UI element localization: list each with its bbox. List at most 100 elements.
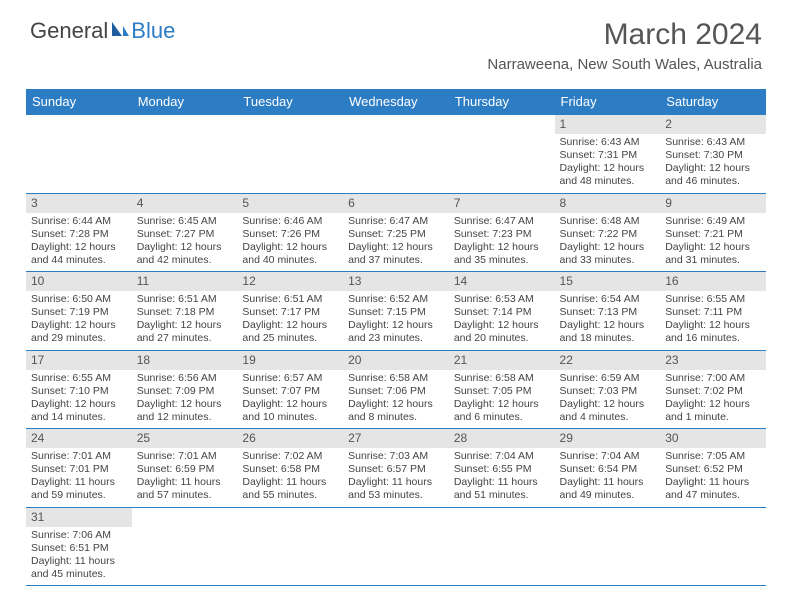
day-number: 11 (132, 272, 238, 291)
day-info: Sunrise: 7:01 AMSunset: 7:01 PMDaylight:… (26, 448, 132, 507)
day-info: Sunrise: 6:58 AMSunset: 7:06 PMDaylight:… (343, 370, 449, 429)
calendar-cell: 21Sunrise: 6:58 AMSunset: 7:05 PMDayligh… (449, 350, 555, 429)
day-info: Sunrise: 6:47 AMSunset: 7:25 PMDaylight:… (343, 213, 449, 272)
calendar-row: 3Sunrise: 6:44 AMSunset: 7:28 PMDaylight… (26, 193, 766, 272)
calendar-cell (132, 115, 238, 194)
day-number: 4 (132, 194, 238, 213)
calendar-cell (449, 507, 555, 586)
calendar-cell: 9Sunrise: 6:49 AMSunset: 7:21 PMDaylight… (660, 193, 766, 272)
day-info: Sunrise: 7:06 AMSunset: 6:51 PMDaylight:… (26, 527, 132, 586)
day-info: Sunrise: 6:59 AMSunset: 7:03 PMDaylight:… (555, 370, 661, 429)
day-info: Sunrise: 6:57 AMSunset: 7:07 PMDaylight:… (237, 370, 343, 429)
day-info: Sunrise: 6:48 AMSunset: 7:22 PMDaylight:… (555, 213, 661, 272)
day-number: 20 (343, 351, 449, 370)
day-number: 30 (660, 429, 766, 448)
weekday-header: Saturday (660, 89, 766, 115)
calendar-cell: 2Sunrise: 6:43 AMSunset: 7:30 PMDaylight… (660, 115, 766, 194)
calendar-cell (237, 115, 343, 194)
weekday-header: Tuesday (237, 89, 343, 115)
calendar-row: 1Sunrise: 6:43 AMSunset: 7:31 PMDaylight… (26, 115, 766, 194)
day-info: Sunrise: 6:43 AMSunset: 7:31 PMDaylight:… (555, 134, 661, 193)
calendar-cell (555, 507, 661, 586)
day-number: 17 (26, 351, 132, 370)
calendar-cell: 23Sunrise: 7:00 AMSunset: 7:02 PMDayligh… (660, 350, 766, 429)
day-number: 18 (132, 351, 238, 370)
calendar-cell (343, 507, 449, 586)
calendar-cell: 17Sunrise: 6:55 AMSunset: 7:10 PMDayligh… (26, 350, 132, 429)
day-info: Sunrise: 7:05 AMSunset: 6:52 PMDaylight:… (660, 448, 766, 507)
calendar-cell: 12Sunrise: 6:51 AMSunset: 7:17 PMDayligh… (237, 272, 343, 351)
calendar-cell: 22Sunrise: 6:59 AMSunset: 7:03 PMDayligh… (555, 350, 661, 429)
day-number: 16 (660, 272, 766, 291)
day-info: Sunrise: 7:00 AMSunset: 7:02 PMDaylight:… (660, 370, 766, 429)
day-info: Sunrise: 6:51 AMSunset: 7:18 PMDaylight:… (132, 291, 238, 350)
weekday-header: Friday (555, 89, 661, 115)
calendar-cell: 25Sunrise: 7:01 AMSunset: 6:59 PMDayligh… (132, 429, 238, 508)
day-info: Sunrise: 6:50 AMSunset: 7:19 PMDaylight:… (26, 291, 132, 350)
day-info: Sunrise: 7:01 AMSunset: 6:59 PMDaylight:… (132, 448, 238, 507)
calendar-cell: 6Sunrise: 6:47 AMSunset: 7:25 PMDaylight… (343, 193, 449, 272)
calendar-cell (449, 115, 555, 194)
month-title: March 2024 (487, 18, 762, 52)
day-info: Sunrise: 7:04 AMSunset: 6:55 PMDaylight:… (449, 448, 555, 507)
logo-text-2: Blue (131, 18, 175, 44)
day-info: Sunrise: 6:53 AMSunset: 7:14 PMDaylight:… (449, 291, 555, 350)
day-number: 23 (660, 351, 766, 370)
day-info: Sunrise: 6:55 AMSunset: 7:10 PMDaylight:… (26, 370, 132, 429)
calendar-cell: 13Sunrise: 6:52 AMSunset: 7:15 PMDayligh… (343, 272, 449, 351)
calendar-cell: 26Sunrise: 7:02 AMSunset: 6:58 PMDayligh… (237, 429, 343, 508)
day-info: Sunrise: 6:58 AMSunset: 7:05 PMDaylight:… (449, 370, 555, 429)
calendar-cell: 4Sunrise: 6:45 AMSunset: 7:27 PMDaylight… (132, 193, 238, 272)
calendar-cell: 31Sunrise: 7:06 AMSunset: 6:51 PMDayligh… (26, 507, 132, 586)
day-info: Sunrise: 6:43 AMSunset: 7:30 PMDaylight:… (660, 134, 766, 193)
day-number: 2 (660, 115, 766, 134)
day-number: 26 (237, 429, 343, 448)
day-number: 10 (26, 272, 132, 291)
calendar-cell: 24Sunrise: 7:01 AMSunset: 7:01 PMDayligh… (26, 429, 132, 508)
day-info: Sunrise: 6:56 AMSunset: 7:09 PMDaylight:… (132, 370, 238, 429)
logo-text-1: General (30, 18, 108, 44)
calendar-cell: 18Sunrise: 6:56 AMSunset: 7:09 PMDayligh… (132, 350, 238, 429)
calendar-body: 1Sunrise: 6:43 AMSunset: 7:31 PMDaylight… (26, 115, 766, 586)
day-info: Sunrise: 6:49 AMSunset: 7:21 PMDaylight:… (660, 213, 766, 272)
calendar-cell (132, 507, 238, 586)
day-info: Sunrise: 6:51 AMSunset: 7:17 PMDaylight:… (237, 291, 343, 350)
calendar-cell: 28Sunrise: 7:04 AMSunset: 6:55 PMDayligh… (449, 429, 555, 508)
calendar-cell (237, 507, 343, 586)
calendar-cell: 3Sunrise: 6:44 AMSunset: 7:28 PMDaylight… (26, 193, 132, 272)
calendar-cell: 16Sunrise: 6:55 AMSunset: 7:11 PMDayligh… (660, 272, 766, 351)
calendar-cell: 27Sunrise: 7:03 AMSunset: 6:57 PMDayligh… (343, 429, 449, 508)
title-block: March 2024 Narraweena, New South Wales, … (487, 18, 762, 73)
day-info: Sunrise: 6:52 AMSunset: 7:15 PMDaylight:… (343, 291, 449, 350)
calendar-cell: 14Sunrise: 6:53 AMSunset: 7:14 PMDayligh… (449, 272, 555, 351)
location: Narraweena, New South Wales, Australia (487, 56, 762, 73)
header: General Blue March 2024 Narraweena, New … (0, 0, 792, 81)
day-number: 12 (237, 272, 343, 291)
calendar-cell: 29Sunrise: 7:04 AMSunset: 6:54 PMDayligh… (555, 429, 661, 508)
day-number: 31 (26, 508, 132, 527)
day-number: 24 (26, 429, 132, 448)
day-number: 21 (449, 351, 555, 370)
day-info: Sunrise: 7:03 AMSunset: 6:57 PMDaylight:… (343, 448, 449, 507)
day-number: 25 (132, 429, 238, 448)
weekday-header: Sunday (26, 89, 132, 115)
day-number: 29 (555, 429, 661, 448)
calendar-cell: 1Sunrise: 6:43 AMSunset: 7:31 PMDaylight… (555, 115, 661, 194)
weekday-header: Thursday (449, 89, 555, 115)
day-number: 7 (449, 194, 555, 213)
day-number: 22 (555, 351, 661, 370)
calendar-cell: 30Sunrise: 7:05 AMSunset: 6:52 PMDayligh… (660, 429, 766, 508)
calendar-cell (660, 507, 766, 586)
day-number: 9 (660, 194, 766, 213)
day-info: Sunrise: 6:47 AMSunset: 7:23 PMDaylight:… (449, 213, 555, 272)
day-number: 6 (343, 194, 449, 213)
calendar-cell (26, 115, 132, 194)
day-number: 5 (237, 194, 343, 213)
weekday-header: Monday (132, 89, 238, 115)
day-number: 27 (343, 429, 449, 448)
calendar-cell: 10Sunrise: 6:50 AMSunset: 7:19 PMDayligh… (26, 272, 132, 351)
day-info: Sunrise: 7:02 AMSunset: 6:58 PMDaylight:… (237, 448, 343, 507)
day-number: 28 (449, 429, 555, 448)
day-number: 14 (449, 272, 555, 291)
day-info: Sunrise: 6:45 AMSunset: 7:27 PMDaylight:… (132, 213, 238, 272)
